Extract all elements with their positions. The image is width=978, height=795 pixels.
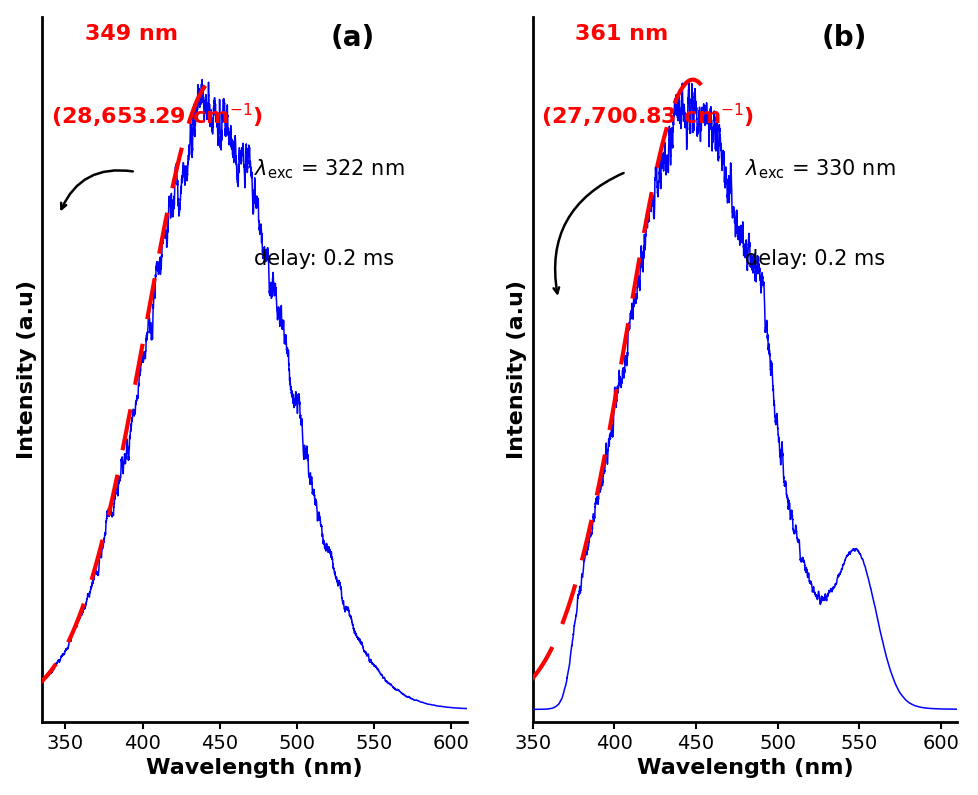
Text: (a): (a): [331, 24, 375, 52]
Text: delay: 0.2 ms: delay: 0.2 ms: [744, 250, 884, 270]
Text: (b): (b): [821, 24, 866, 52]
Text: 349 nm: 349 nm: [84, 24, 177, 44]
Y-axis label: Intensity (a.u): Intensity (a.u): [507, 280, 527, 459]
Text: delay: 0.2 ms: delay: 0.2 ms: [254, 250, 394, 270]
Y-axis label: Intensity (a.u): Intensity (a.u): [17, 280, 36, 459]
X-axis label: Wavelength (nm): Wavelength (nm): [636, 758, 853, 778]
Text: $\lambda_{\rm exc}$ = 322 nm: $\lambda_{\rm exc}$ = 322 nm: [254, 157, 405, 181]
Text: (28,653.29 cm$^{-1}$): (28,653.29 cm$^{-1}$): [51, 101, 262, 130]
Text: $\lambda_{\rm exc}$ = 330 nm: $\lambda_{\rm exc}$ = 330 nm: [744, 157, 895, 181]
Text: 361 nm: 361 nm: [575, 24, 668, 44]
X-axis label: Wavelength (nm): Wavelength (nm): [146, 758, 363, 778]
Text: (27,700.83 cm$^{-1}$): (27,700.83 cm$^{-1}$): [541, 101, 754, 130]
